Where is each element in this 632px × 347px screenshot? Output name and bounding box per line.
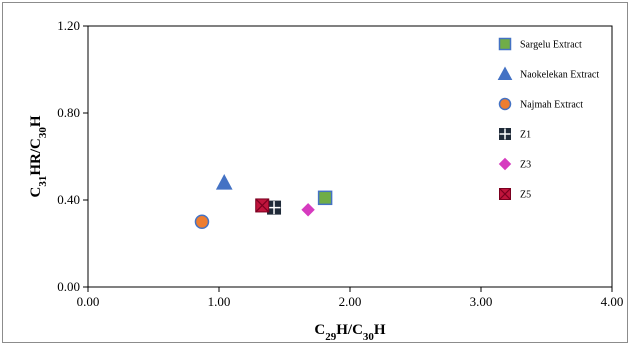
marker-circle bbox=[498, 97, 512, 111]
y-axis-title: C31HR/C30H bbox=[28, 115, 49, 197]
marker-square bbox=[498, 37, 512, 51]
legend-marker bbox=[497, 66, 513, 80]
x-tick-label: 2.00 bbox=[339, 294, 362, 309]
marker-diamond bbox=[301, 203, 315, 217]
legend-marker bbox=[498, 97, 512, 111]
marker-triangle bbox=[215, 174, 233, 190]
marker-triangle bbox=[497, 66, 513, 80]
marker-circle bbox=[194, 214, 210, 229]
y-tick-label: 0.80 bbox=[57, 105, 80, 120]
data-points bbox=[194, 174, 333, 229]
legend-marker bbox=[498, 157, 512, 171]
data-point bbox=[267, 200, 282, 215]
plot-border bbox=[87, 25, 613, 288]
plot-area bbox=[87, 25, 613, 288]
marker-x-b bbox=[255, 198, 270, 213]
data-point bbox=[255, 198, 270, 213]
x-tick-label: 1.00 bbox=[208, 294, 231, 309]
legend-marker bbox=[499, 128, 511, 140]
legend: Sargelu Extract Naokelekan Extract Najmah … bbox=[497, 37, 599, 201]
data-point bbox=[301, 203, 315, 217]
y-tick-label: 0.40 bbox=[57, 192, 80, 207]
legend-marker bbox=[499, 188, 511, 200]
axis-ticks: 0.00 1.00 2.00 3.00 4.00 0.00 0.40 0.80 1.20 bbox=[57, 18, 623, 309]
legend-label: Najmah Extract bbox=[520, 100, 583, 111]
x-tick-label: 4.00 bbox=[601, 294, 624, 309]
legend-label: Z3 bbox=[520, 160, 531, 171]
marker-diamond bbox=[498, 157, 512, 171]
legend-label: Naokelekan Extract bbox=[520, 70, 599, 81]
marker-x-b bbox=[499, 188, 511, 200]
y-tick-label: 1.20 bbox=[57, 18, 80, 33]
x-tick-label: 3.00 bbox=[470, 294, 493, 309]
data-point bbox=[215, 174, 233, 190]
data-point bbox=[194, 214, 210, 229]
legend-label: Z1 bbox=[520, 130, 531, 141]
legend-marker bbox=[498, 37, 512, 51]
x-tick-label: 0.00 bbox=[77, 294, 100, 309]
legend-label: Z5 bbox=[520, 190, 531, 201]
y-tick-label: 0.00 bbox=[57, 279, 80, 294]
legend-label: Sargelu Extract bbox=[520, 40, 582, 51]
marker-square bbox=[317, 190, 333, 206]
data-point bbox=[317, 190, 333, 206]
x-axis-title: C29H/C30H bbox=[314, 322, 386, 343]
